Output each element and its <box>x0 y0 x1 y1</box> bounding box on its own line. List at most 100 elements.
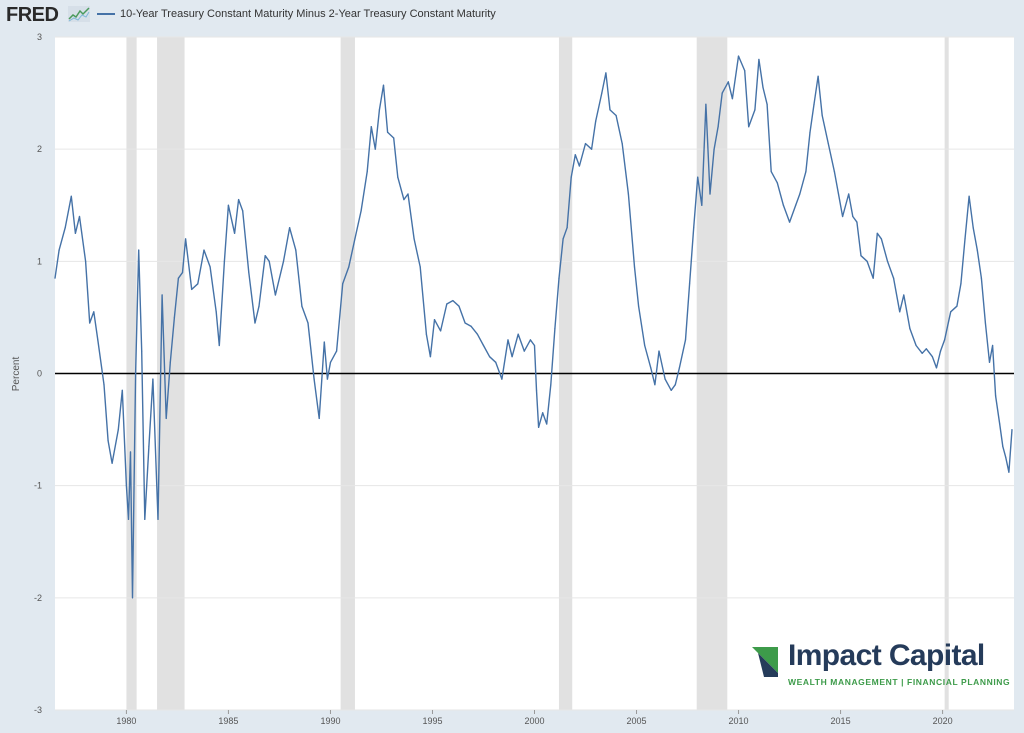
data-point <box>566 227 568 229</box>
x-tick-label: 1990 <box>320 716 340 726</box>
data-point <box>501 378 503 380</box>
gridlines <box>55 36 1014 711</box>
data-point <box>282 260 285 262</box>
data-point <box>995 395 997 397</box>
data-point <box>181 271 184 274</box>
data-point <box>307 322 309 324</box>
data-point <box>550 384 552 386</box>
data-point <box>335 350 338 352</box>
data-point <box>654 384 656 386</box>
data-point <box>138 249 140 251</box>
data-point <box>1002 445 1004 448</box>
data-point <box>129 451 132 453</box>
data-point <box>152 378 154 380</box>
data-point <box>191 288 193 290</box>
x-tick-label: 2010 <box>729 716 749 726</box>
data-point <box>856 221 858 223</box>
data-point <box>578 165 580 167</box>
x-tick-label: 2005 <box>627 716 647 726</box>
data-point <box>1011 428 1013 431</box>
data-point <box>125 485 128 487</box>
data-point <box>664 378 666 380</box>
fred-logo[interactable]: FRED <box>6 4 59 26</box>
data-point <box>601 92 603 94</box>
data-point <box>909 328 911 330</box>
data-point <box>173 316 175 319</box>
data-point <box>215 311 217 313</box>
data-point <box>562 238 564 240</box>
data-point <box>960 283 962 285</box>
data-point <box>274 294 276 296</box>
data-point <box>748 126 750 128</box>
data-point <box>238 199 240 201</box>
data-point <box>842 215 844 218</box>
data-point <box>876 232 878 234</box>
data-point <box>833 171 836 173</box>
x-tick-label: 1985 <box>218 716 238 726</box>
data-point <box>107 440 109 442</box>
data-point <box>301 305 303 307</box>
data-point <box>678 367 680 369</box>
data-point <box>354 238 356 240</box>
data-point <box>976 249 978 251</box>
data-point <box>984 322 987 324</box>
data-point <box>1005 457 1007 459</box>
data-point <box>991 344 994 347</box>
data-point <box>546 423 548 425</box>
data-point <box>161 294 163 296</box>
data-point <box>731 98 734 100</box>
data-point <box>476 333 478 335</box>
x-axis-ticks: 1980 1985 1990 1995 2000 2005 2010 2015 2020 <box>116 710 953 726</box>
y-tick-label: -3 <box>34 705 42 715</box>
data-point <box>866 260 868 262</box>
x-tick-label: 2015 <box>831 716 851 726</box>
data-point <box>184 238 187 240</box>
data-point <box>440 330 442 332</box>
data-point <box>360 210 362 212</box>
data-point <box>921 352 923 354</box>
data-point <box>964 238 966 240</box>
data-point <box>931 356 933 358</box>
data-point <box>74 232 77 234</box>
data-point <box>529 339 532 341</box>
data-point <box>419 266 421 268</box>
data-point <box>413 238 415 240</box>
data-point <box>489 356 491 358</box>
data-point <box>295 249 297 251</box>
data-point <box>758 58 760 61</box>
data-point <box>97 339 99 341</box>
data-point <box>860 255 862 257</box>
data-point <box>326 378 328 380</box>
data-point <box>899 311 901 313</box>
data-point <box>535 389 538 391</box>
data-point <box>637 305 640 307</box>
data-point <box>697 176 699 178</box>
data-point <box>329 361 332 363</box>
data-point <box>591 148 593 150</box>
data-point <box>609 109 611 111</box>
data-point <box>717 126 719 128</box>
data-point <box>54 277 56 279</box>
legend-label: 10-Year Treasury Constant Maturity Minus… <box>120 8 496 20</box>
data-point <box>848 193 850 195</box>
y-tick-label: 2 <box>37 144 42 154</box>
data-point <box>209 266 211 268</box>
data-point <box>688 283 691 285</box>
data-point <box>264 255 266 257</box>
y-tick-label: 3 <box>37 32 42 42</box>
data-point <box>766 103 768 105</box>
data-point <box>523 350 525 352</box>
data-point <box>980 277 982 279</box>
data-point <box>169 361 171 363</box>
x-tick-label: 1980 <box>116 716 136 726</box>
data-point <box>944 339 946 341</box>
data-point <box>558 277 560 279</box>
data-point <box>85 260 87 262</box>
data-point <box>366 171 368 173</box>
data-point <box>458 305 460 307</box>
data-point <box>744 70 746 72</box>
data-point <box>627 193 629 195</box>
data-point <box>323 341 325 343</box>
data-point <box>407 193 409 195</box>
